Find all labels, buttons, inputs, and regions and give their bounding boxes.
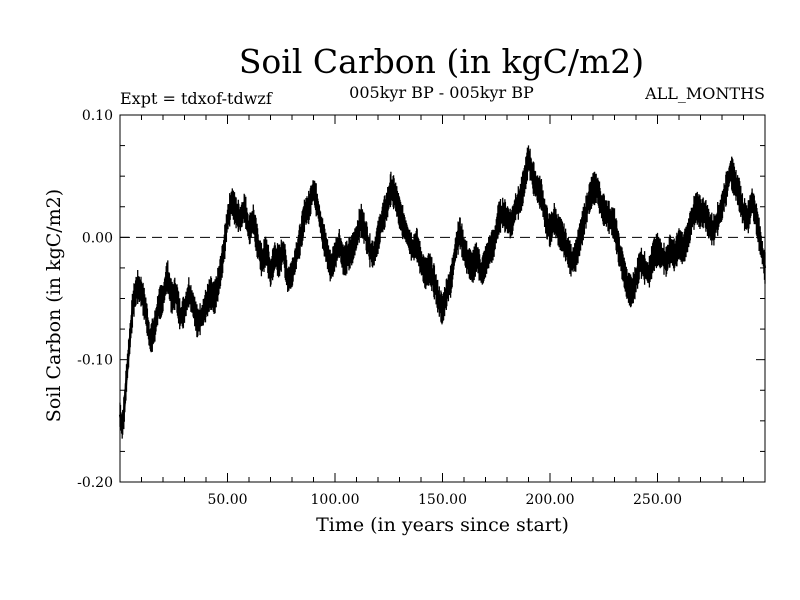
x-tick-label: 50.00 — [207, 492, 247, 508]
y-tick-label: 0.10 — [82, 108, 113, 124]
x-tick-label: 250.00 — [633, 492, 682, 508]
y-tick-label: 0.00 — [82, 230, 113, 246]
x-axis-label: Time (in years since start) — [316, 514, 569, 536]
plot-frame — [119, 114, 766, 483]
months-label: ALL_MONTHS — [645, 84, 765, 103]
x-tick-label: 100.00 — [311, 492, 360, 508]
experiment-label: Expt = tdxof-tdwzf — [120, 89, 272, 108]
series-line — [118, 156, 767, 428]
chart-title: Soil Carbon (in kgC/m2) — [238, 42, 645, 81]
y-tick-label: -0.20 — [77, 475, 113, 491]
y-tick-label: -0.10 — [77, 353, 113, 369]
axis-tick-labels: -0.20 -0.10 0.00 0.10 50.00 100.00 150.00 200.0… — [77, 108, 682, 508]
period-label: 005kyr BP - 005kyr BP — [349, 83, 534, 102]
y-axis-label: Soil Carbon (in kgC/m2) — [43, 189, 65, 422]
x-tick-label: 150.00 — [418, 492, 467, 508]
x-tick-label: 200.00 — [526, 492, 575, 508]
